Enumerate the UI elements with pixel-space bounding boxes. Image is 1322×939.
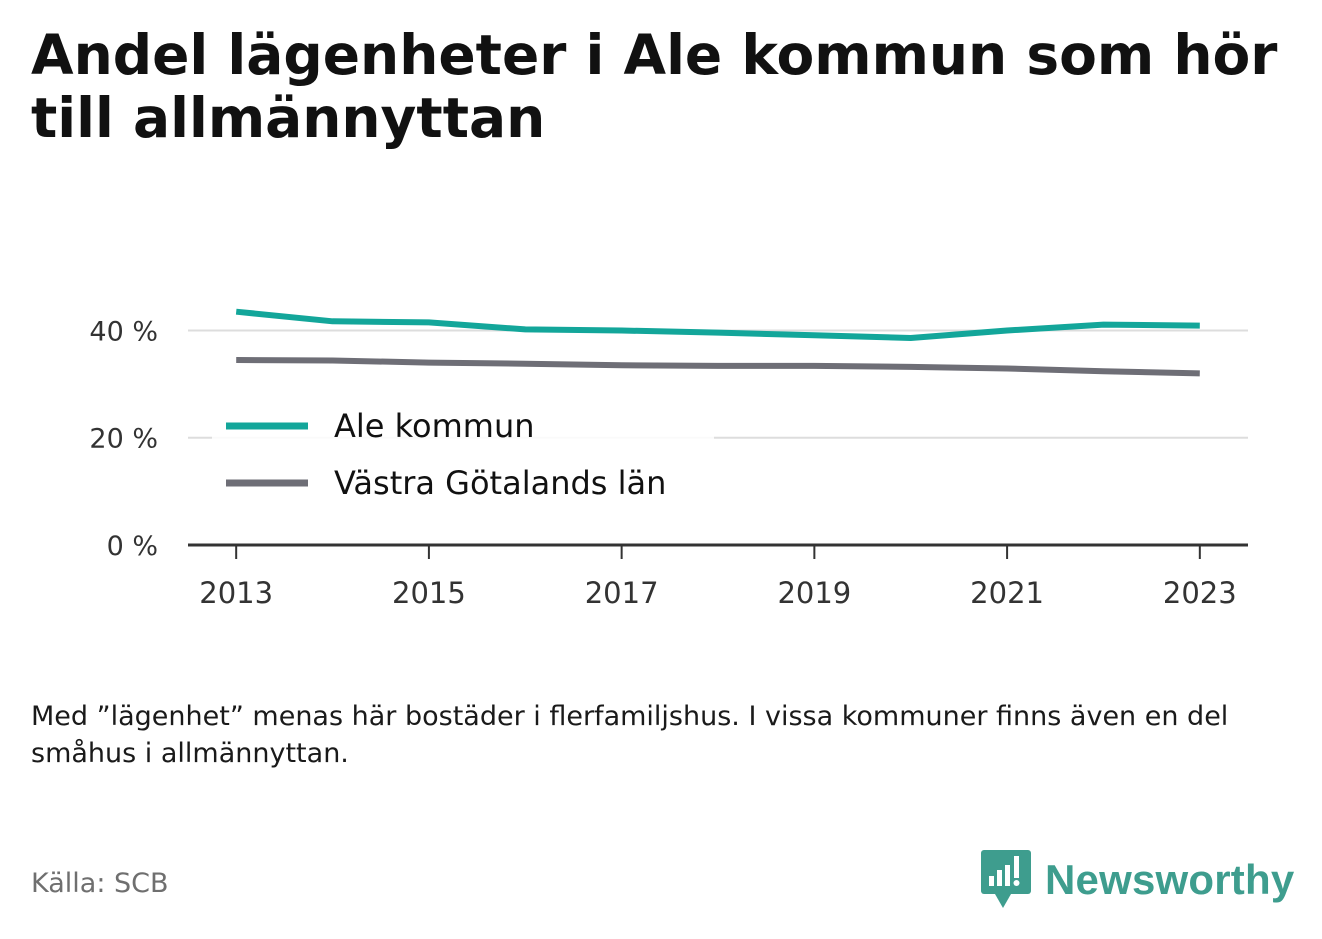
series-line-ale-kommun	[235, 308, 1200, 341]
x-tick-label: 2023	[1163, 576, 1237, 610]
legend: Ale kommun Västra Götalands län	[212, 400, 714, 508]
y-tick-label: 20 %	[89, 424, 158, 455]
newsworthy-logo: Newsworthy	[981, 845, 1294, 915]
y-tick-label: 0 %	[107, 531, 158, 562]
legend-background	[212, 400, 714, 508]
x-tick-label: 2021	[970, 576, 1044, 610]
chart-note: Med ”lägenhet” menas här bostäder i fler…	[31, 701, 1229, 769]
x-axis: 2013 2015 2017 2019 2021 2023	[188, 543, 1248, 610]
series-lines	[235, 308, 1200, 377]
y-axis-labels: 0 % 20 % 40 %	[89, 316, 158, 562]
x-tick-label: 2015	[392, 576, 466, 610]
legend-label: Ale kommun	[334, 407, 535, 445]
x-tick-label: 2019	[777, 576, 851, 610]
chart-title: Andel lägenheter i Ale kommun som hör ti…	[31, 23, 1278, 150]
legend-label: Västra Götalands län	[334, 464, 666, 502]
y-tick-label: 40 %	[89, 316, 158, 347]
x-tick-label: 2013	[199, 576, 273, 610]
source-label: Källa: SCB	[31, 868, 169, 899]
line-chart: 0 % 20 % 40 % 2013 2015 2017 2019 2021 2023 Ale…	[89, 308, 1248, 610]
brand-name: Newsworthy	[1045, 856, 1295, 903]
series-line-vastra-gotalands-lan	[236, 357, 1200, 377]
bar-chart-speech-bubble-icon	[981, 850, 1031, 908]
x-tick-label: 2017	[585, 576, 659, 610]
